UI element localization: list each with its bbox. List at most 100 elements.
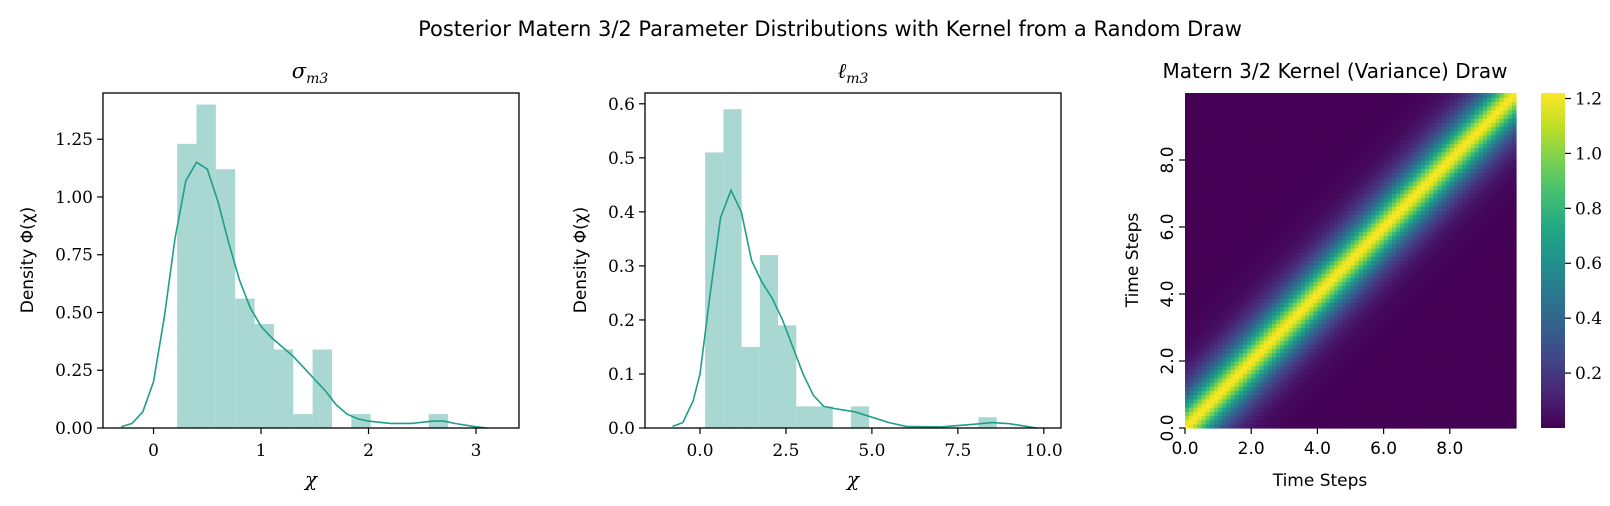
heatmap-cell xyxy=(1201,289,1207,295)
heatmap-cell xyxy=(1276,206,1281,211)
heatmap-cell xyxy=(1478,185,1484,190)
heatmap-cell xyxy=(1271,294,1277,299)
heatmap-cell xyxy=(1474,381,1480,387)
heatmap-cell xyxy=(1292,218,1298,224)
heatmap-cell xyxy=(1205,243,1211,249)
heatmap-cell xyxy=(1338,281,1343,287)
heatmap-cell xyxy=(1234,231,1240,236)
heatmap-cell xyxy=(1433,319,1438,324)
heatmap-cell xyxy=(1234,348,1240,354)
heatmap-cell xyxy=(1416,373,1422,379)
heatmap-cell xyxy=(1420,381,1426,387)
heatmap-cell xyxy=(1209,289,1215,295)
heatmap-cell xyxy=(1300,176,1306,182)
heatmap-cell xyxy=(1458,185,1463,190)
heatmap-cell xyxy=(1420,252,1426,257)
heatmap-cell xyxy=(1408,206,1414,211)
heatmap-cell xyxy=(1350,222,1356,228)
heatmap-cell xyxy=(1255,302,1261,308)
heatmap-cell xyxy=(1478,352,1484,358)
heatmap-cell xyxy=(1213,285,1219,291)
heatmap-cell xyxy=(1387,415,1393,421)
heatmap-cell xyxy=(1255,365,1261,370)
heatmap-cell xyxy=(1251,197,1256,203)
heatmap-cell xyxy=(1218,356,1223,362)
heatmap-cell xyxy=(1263,331,1269,337)
heatmap-cell xyxy=(1205,281,1211,287)
heatmap-cell xyxy=(1197,231,1203,236)
heatmap-cell xyxy=(1209,340,1215,345)
heatmap-cell xyxy=(1288,172,1294,178)
heatmap-cell xyxy=(1400,193,1405,199)
heatmap-cell xyxy=(1408,348,1414,354)
heatmap-cell xyxy=(1499,193,1505,199)
heatmap-cell xyxy=(1387,423,1393,429)
heatmap-cell xyxy=(1284,289,1290,295)
heatmap-cell xyxy=(1317,277,1323,283)
heatmap-cell xyxy=(1375,310,1381,316)
heatmap-cell xyxy=(1255,172,1261,178)
heatmap-cell xyxy=(1466,235,1472,241)
heatmap-cell xyxy=(1317,377,1323,383)
heatmap-cell xyxy=(1317,306,1323,312)
heatmap-cell xyxy=(1511,306,1517,312)
heatmap-cell xyxy=(1242,235,1248,241)
heatmap-cell xyxy=(1470,218,1476,224)
heatmap-cell xyxy=(1470,189,1476,195)
heatmap-cell xyxy=(1288,289,1294,295)
heatmap-cell xyxy=(1362,252,1368,257)
heatmap-cell xyxy=(1300,348,1306,354)
heatmap-cell xyxy=(1420,386,1426,391)
heatmap-cell xyxy=(1478,348,1484,354)
heatmap-cell xyxy=(1396,344,1401,350)
heatmap-cell xyxy=(1354,373,1360,379)
heatmap-cell xyxy=(1511,344,1517,350)
heatmap-cell xyxy=(1466,352,1472,358)
heatmap-cell xyxy=(1362,227,1368,232)
heatmap-cell xyxy=(1242,323,1248,329)
heatmap-cell xyxy=(1238,227,1244,232)
heatmap-cell xyxy=(1317,415,1323,421)
heatmap-cell xyxy=(1292,298,1298,303)
heatmap-cell xyxy=(1213,172,1219,178)
heatmap-cell xyxy=(1408,214,1414,220)
heatmap-cell xyxy=(1441,172,1447,178)
heatmap-cell xyxy=(1495,319,1501,324)
heatmap-cell xyxy=(1420,214,1426,220)
heatmap-cell xyxy=(1342,218,1347,224)
heatmap-cell xyxy=(1474,206,1480,211)
heatmap-cell xyxy=(1441,386,1447,391)
heatmap-cell xyxy=(1482,386,1488,391)
heatmap-cell xyxy=(1462,310,1467,316)
heatmap-cell xyxy=(1412,247,1418,253)
heatmap-cell xyxy=(1325,268,1331,274)
heatmap-cell xyxy=(1350,319,1356,324)
heatmap-cell xyxy=(1230,310,1236,316)
heatmap-cell xyxy=(1267,176,1273,182)
heatmap-cell xyxy=(1383,386,1389,391)
heatmap-cell xyxy=(1317,185,1323,190)
heatmap-cell xyxy=(1491,264,1496,270)
heatmap-cell xyxy=(1408,189,1414,195)
heatmap-cell xyxy=(1238,390,1244,396)
heatmap-cell xyxy=(1371,407,1376,412)
p1-hist-bar-4 xyxy=(254,324,274,428)
heatmap-cell xyxy=(1189,373,1194,379)
heatmap-cell xyxy=(1362,247,1368,253)
heatmap-cell xyxy=(1185,407,1190,412)
heatmap-cell xyxy=(1478,256,1484,262)
heatmap-cell xyxy=(1317,247,1323,253)
heatmap-cell xyxy=(1205,348,1211,354)
heatmap-cell xyxy=(1205,256,1211,262)
heatmap-cell xyxy=(1358,381,1364,387)
heatmap-cell xyxy=(1491,210,1496,216)
heatmap-cell xyxy=(1197,201,1203,207)
heatmap-cell xyxy=(1387,247,1393,253)
heatmap-cell xyxy=(1507,394,1513,400)
heatmap-cell xyxy=(1499,361,1505,366)
heatmap-cell xyxy=(1213,231,1219,236)
heatmap-cell xyxy=(1396,273,1401,278)
heatmap-cell xyxy=(1453,256,1459,262)
heatmap-cell xyxy=(1247,247,1252,253)
heatmap-cell xyxy=(1209,319,1215,324)
